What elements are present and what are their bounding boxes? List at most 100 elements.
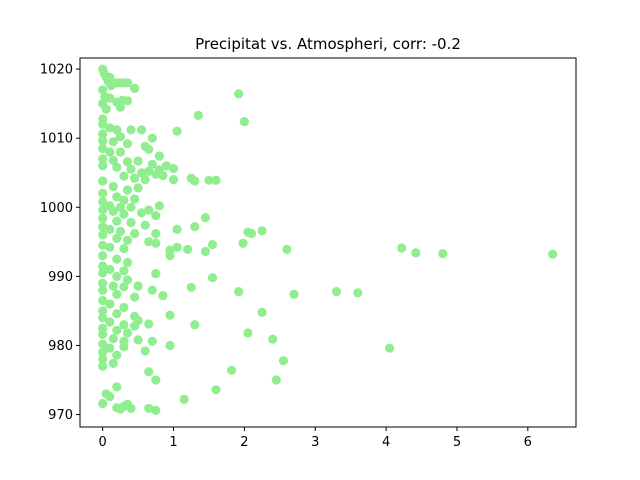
y-tick-label: 970: [48, 408, 73, 423]
data-point: [133, 281, 143, 291]
data-point: [144, 166, 154, 176]
data-point: [98, 278, 108, 288]
data-point: [179, 394, 189, 404]
data-point: [98, 285, 108, 295]
data-point: [119, 171, 129, 181]
data-point: [133, 156, 143, 166]
data-point: [122, 235, 133, 245]
data-point: [112, 382, 122, 392]
data-point: [211, 385, 221, 395]
data-point: [115, 102, 125, 112]
x-tick-label: 6: [524, 435, 532, 450]
data-point: [151, 238, 161, 248]
data-point: [119, 342, 129, 352]
data-point: [112, 350, 122, 360]
data-point: [190, 176, 200, 186]
data-point: [204, 175, 214, 185]
data-point: [98, 295, 108, 306]
data-point: [98, 188, 108, 198]
data-point: [126, 202, 136, 212]
data-point: [151, 269, 161, 279]
data-point: [207, 240, 218, 250]
x-tick-label: 1: [169, 435, 177, 450]
data-point: [105, 93, 115, 103]
data-point: [130, 292, 140, 302]
data-point: [112, 233, 122, 243]
y-tick-label: 1010: [40, 132, 73, 147]
data-point: [133, 183, 143, 193]
data-point: [147, 285, 157, 295]
data-point: [105, 392, 115, 402]
data-point: [271, 375, 281, 385]
data-point: [105, 299, 115, 309]
data-point: [227, 365, 237, 375]
data-point: [238, 238, 248, 248]
data-point: [98, 222, 108, 232]
data-point: [257, 226, 267, 236]
data-point: [98, 154, 108, 164]
data-point: [168, 164, 179, 174]
data-point: [98, 205, 108, 215]
data-point: [207, 273, 218, 283]
data-point: [130, 228, 140, 239]
data-point: [144, 403, 154, 413]
data-point: [119, 282, 129, 292]
data-point: [137, 208, 147, 218]
data-point: [105, 224, 115, 234]
data-point: [172, 126, 182, 136]
data-point: [140, 220, 150, 230]
data-point: [112, 289, 122, 299]
data-point: [158, 291, 168, 301]
data-point: [108, 181, 118, 192]
data-point: [268, 334, 278, 344]
data-point: [140, 175, 150, 185]
data-point: [101, 104, 111, 114]
plot-frame: [79, 57, 577, 428]
data-point: [133, 335, 143, 345]
data-point: [200, 246, 210, 257]
data-point: [108, 155, 118, 165]
data-point: [112, 271, 122, 281]
data-point: [278, 356, 288, 366]
data-point: [119, 320, 129, 330]
data-point: [193, 110, 203, 120]
data-point: [282, 244, 292, 254]
data-point: [234, 287, 244, 297]
data-point: [122, 139, 133, 149]
data-point: [130, 173, 140, 183]
data-point: [168, 175, 179, 185]
data-point: [154, 151, 164, 161]
y-tick-label: 990: [48, 270, 73, 285]
data-point: [144, 237, 154, 247]
data-point: [119, 209, 129, 219]
data-point: [548, 249, 558, 259]
data-point: [98, 119, 108, 129]
data-point: [122, 78, 133, 88]
y-axis: 970 980 990 1000 1010 1020: [40, 63, 80, 423]
data-point: [165, 251, 175, 261]
data-point: [122, 257, 133, 268]
data-point: [234, 89, 244, 99]
data-point: [112, 309, 122, 319]
data-point: [112, 162, 122, 172]
data-point: [151, 228, 161, 239]
data-point: [140, 346, 150, 356]
data-point: [154, 201, 164, 211]
x-tick-label: 3: [311, 435, 319, 450]
points-layer: [98, 64, 558, 415]
data-point: [353, 288, 363, 298]
data-point: [161, 161, 171, 171]
data-point: [122, 96, 133, 106]
data-point: [98, 251, 108, 261]
data-point: [122, 185, 133, 195]
data-point: [98, 213, 108, 223]
data-point: [385, 343, 395, 353]
data-point: [98, 306, 108, 316]
data-point: [98, 129, 108, 139]
data-point: [165, 340, 175, 351]
data-point: [108, 334, 118, 344]
data-point: [397, 243, 407, 253]
data-point: [98, 197, 108, 207]
data-point: [151, 405, 161, 415]
